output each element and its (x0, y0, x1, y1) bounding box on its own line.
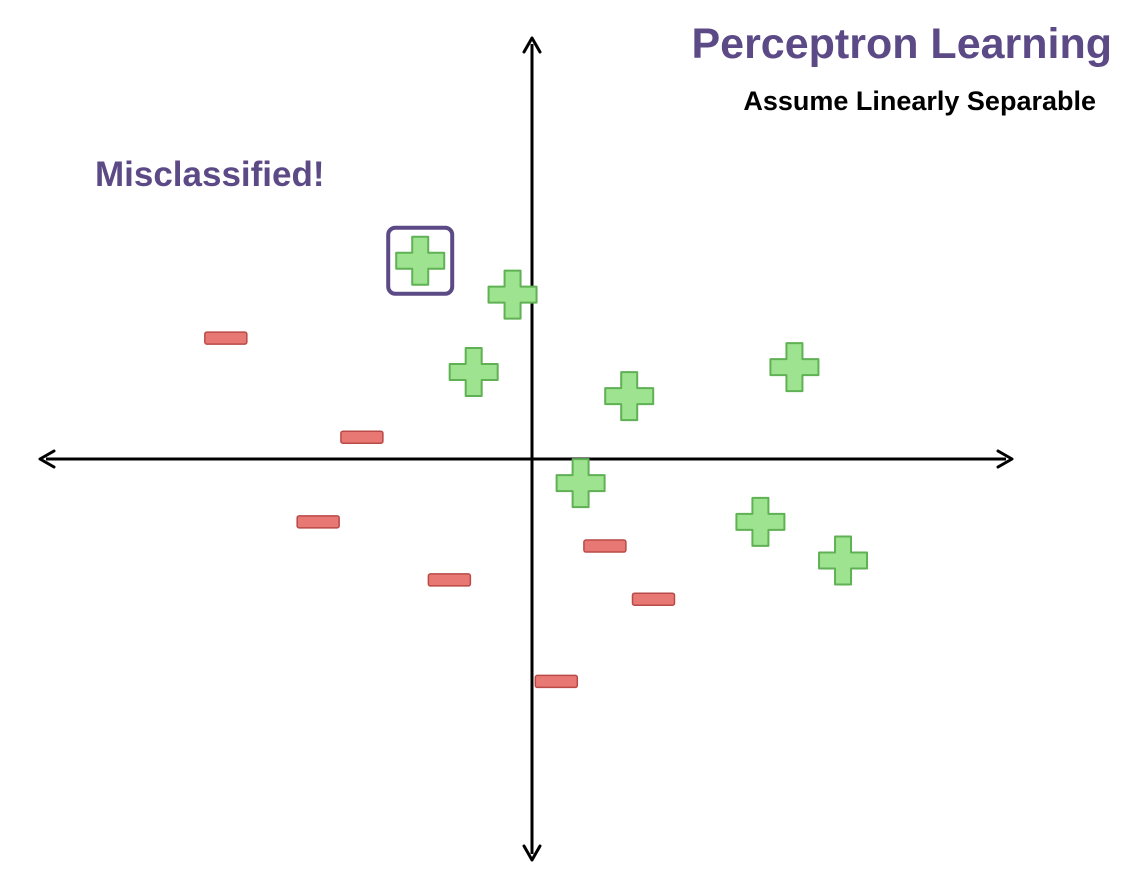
positive-point-7 (735, 496, 786, 547)
positive-point-3 (448, 346, 499, 397)
misclassified-label: Misclassified! (95, 155, 325, 194)
negative-point-3 (296, 515, 340, 529)
negative-point-4 (427, 573, 472, 587)
positive-point-4 (604, 371, 655, 422)
positive-point-8 (818, 535, 869, 586)
slide-subtitle: Assume Linearly Separable (743, 86, 1096, 116)
positive-point-1 (395, 235, 446, 286)
x-axis-left-arrow (38, 449, 56, 469)
negative-point-1 (204, 331, 248, 345)
positive-point-2 (487, 269, 538, 320)
negative-point-6 (631, 592, 676, 606)
negative-point-5 (583, 539, 627, 553)
y-axis-top-arrow (522, 36, 542, 54)
data-points (204, 235, 869, 689)
negative-point-7 (534, 674, 579, 689)
slide-title: Perceptron Learning (691, 20, 1112, 68)
x-axis-right-arrow (996, 449, 1014, 469)
axes (38, 36, 1014, 862)
highlight-layer (386, 225, 455, 296)
positive-point-5 (769, 342, 820, 393)
positive-point-6 (555, 458, 606, 509)
misclassified-highlight-box (386, 225, 455, 296)
negative-point-2 (340, 430, 384, 444)
y-axis-bottom-arrow (522, 844, 542, 862)
